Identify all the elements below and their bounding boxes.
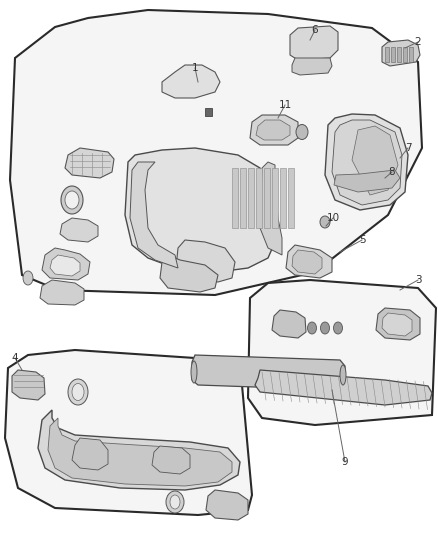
Polygon shape: [382, 313, 412, 336]
Polygon shape: [125, 148, 275, 272]
Polygon shape: [10, 10, 422, 295]
Polygon shape: [272, 168, 278, 228]
Text: 3: 3: [415, 275, 421, 285]
Ellipse shape: [166, 491, 184, 513]
Polygon shape: [325, 114, 408, 210]
Ellipse shape: [23, 271, 33, 285]
Ellipse shape: [340, 365, 346, 385]
Polygon shape: [397, 47, 401, 62]
Polygon shape: [352, 126, 398, 195]
Polygon shape: [409, 47, 413, 62]
Polygon shape: [232, 168, 238, 228]
Ellipse shape: [170, 495, 180, 509]
Polygon shape: [152, 446, 190, 474]
Polygon shape: [292, 58, 332, 75]
Text: 10: 10: [326, 213, 339, 223]
Polygon shape: [260, 162, 282, 255]
Ellipse shape: [68, 379, 88, 405]
Text: 8: 8: [389, 167, 396, 177]
Text: 9: 9: [342, 457, 348, 467]
Polygon shape: [391, 47, 395, 62]
Polygon shape: [130, 162, 178, 268]
Polygon shape: [65, 148, 114, 178]
Polygon shape: [48, 418, 232, 486]
Polygon shape: [160, 255, 218, 292]
Polygon shape: [385, 47, 389, 62]
Polygon shape: [248, 280, 436, 425]
Polygon shape: [206, 490, 248, 520]
Polygon shape: [5, 350, 252, 515]
Polygon shape: [12, 370, 45, 400]
Polygon shape: [376, 308, 420, 340]
Ellipse shape: [321, 322, 329, 334]
Polygon shape: [288, 168, 294, 228]
Polygon shape: [292, 250, 322, 274]
Text: 6: 6: [312, 25, 318, 35]
Polygon shape: [286, 245, 332, 278]
Polygon shape: [403, 47, 407, 62]
Polygon shape: [264, 168, 270, 228]
Ellipse shape: [191, 361, 197, 383]
Ellipse shape: [320, 216, 330, 228]
Ellipse shape: [333, 322, 343, 334]
Polygon shape: [280, 168, 286, 228]
Polygon shape: [332, 120, 402, 205]
Polygon shape: [38, 410, 240, 490]
Polygon shape: [176, 240, 235, 282]
Polygon shape: [256, 168, 262, 228]
Ellipse shape: [72, 384, 84, 400]
Ellipse shape: [65, 191, 79, 209]
Polygon shape: [162, 65, 220, 98]
Polygon shape: [205, 108, 212, 116]
Polygon shape: [192, 355, 345, 390]
Polygon shape: [334, 170, 400, 192]
Text: 1: 1: [192, 63, 198, 73]
Polygon shape: [40, 280, 84, 305]
Polygon shape: [240, 168, 246, 228]
Ellipse shape: [307, 322, 317, 334]
Text: 4: 4: [12, 353, 18, 363]
Text: 7: 7: [405, 143, 411, 153]
Polygon shape: [72, 438, 108, 470]
Polygon shape: [272, 310, 306, 338]
Polygon shape: [256, 120, 290, 140]
Polygon shape: [50, 255, 80, 276]
Text: 11: 11: [279, 100, 292, 110]
Ellipse shape: [61, 186, 83, 214]
Polygon shape: [255, 370, 432, 405]
Text: 5: 5: [359, 235, 365, 245]
Polygon shape: [60, 218, 98, 242]
Ellipse shape: [296, 125, 308, 140]
Polygon shape: [250, 115, 298, 145]
Polygon shape: [290, 26, 338, 60]
Polygon shape: [42, 248, 90, 280]
Text: 2: 2: [415, 37, 421, 47]
Polygon shape: [382, 40, 420, 66]
Polygon shape: [248, 168, 254, 228]
